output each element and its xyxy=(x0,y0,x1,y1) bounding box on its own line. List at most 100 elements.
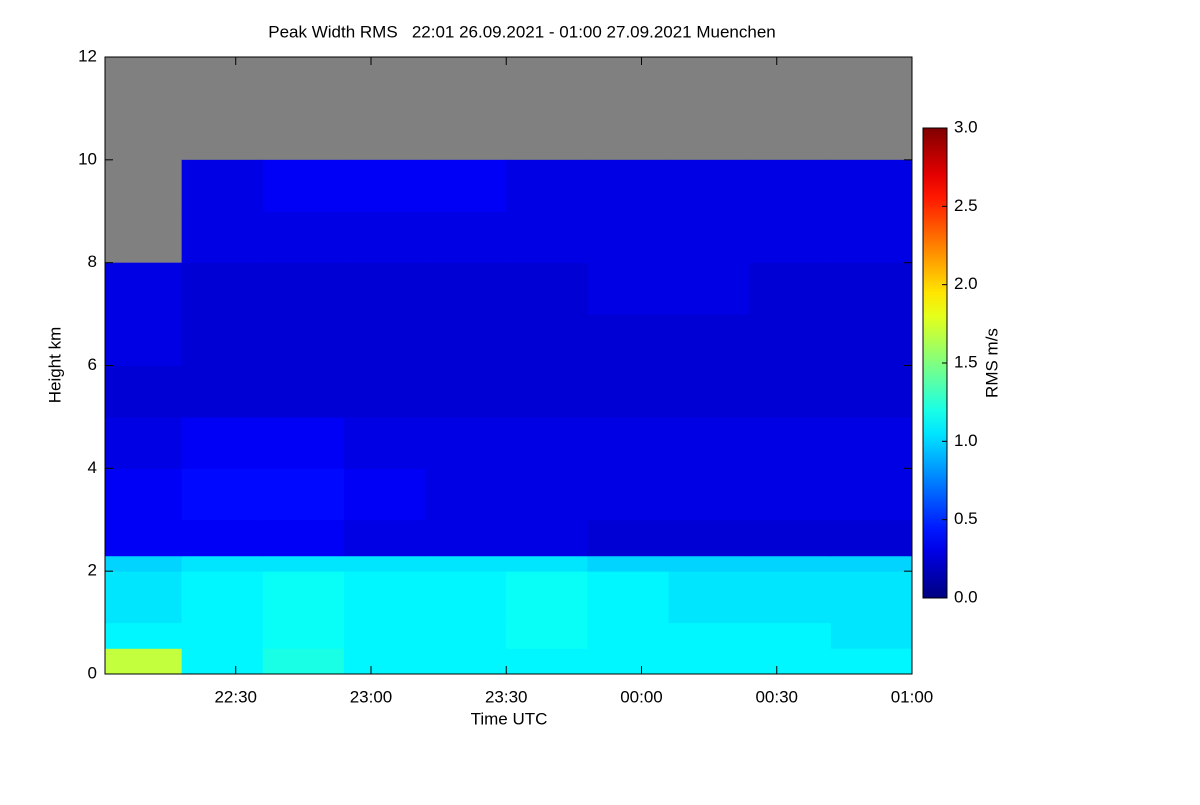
y-tick-label: 12 xyxy=(78,46,97,65)
heatmap-cell xyxy=(262,571,345,624)
heatmap-cell xyxy=(262,519,345,557)
heatmap-cell xyxy=(425,314,507,366)
heatmap-cell xyxy=(425,211,507,264)
heatmap-cell xyxy=(181,159,264,212)
heatmap-cell xyxy=(506,416,588,469)
heatmap-cell xyxy=(181,365,264,418)
heatmap-cell xyxy=(262,416,345,469)
heatmap-cell xyxy=(343,648,426,675)
heatmap-cell xyxy=(105,519,183,557)
y-tick-label: 2 xyxy=(88,561,97,580)
heatmap-cell xyxy=(830,468,913,521)
heatmap-cell xyxy=(830,262,913,315)
heatmap-cell xyxy=(506,314,588,366)
heatmap-cell xyxy=(262,622,345,649)
heatmap-cell xyxy=(343,571,426,624)
heatmap-cell xyxy=(506,365,588,418)
heatmap-cell xyxy=(587,555,670,572)
heatmap-cell xyxy=(830,314,913,366)
chart-title: Peak Width RMS 22:01 26.09.2021 - 01:00 … xyxy=(268,22,776,41)
heatmap-cell xyxy=(262,211,345,264)
heatmap-cell xyxy=(262,262,345,315)
heatmap-cell xyxy=(343,314,426,366)
heatmap-cell xyxy=(587,571,670,624)
heatmap-cell xyxy=(506,519,588,557)
y-tick-label: 0 xyxy=(88,663,97,682)
x-tick-label: 00:00 xyxy=(620,687,663,706)
heatmap-cell xyxy=(343,468,426,521)
heatmap-cell xyxy=(830,159,913,212)
heatmap-cell xyxy=(105,262,183,315)
heatmap-cell xyxy=(587,365,670,418)
heatmap-cell xyxy=(668,519,751,557)
colorbar-tick-label: 0.5 xyxy=(954,509,978,528)
heatmap-cell xyxy=(587,211,670,264)
heatmap-cell xyxy=(749,571,832,624)
colorbar-tick-label: 2.5 xyxy=(954,196,978,215)
heatmap-cell xyxy=(105,555,183,572)
heatmap-cell xyxy=(181,468,264,521)
heatmap-cell xyxy=(587,468,670,521)
heatmap-cell xyxy=(425,159,507,212)
colorbar-tick-label: 1.5 xyxy=(954,352,978,371)
heatmap-cell xyxy=(506,159,588,212)
heatmap-cell xyxy=(262,468,345,521)
heatmap-cell xyxy=(506,262,588,315)
heatmap-cell xyxy=(425,262,507,315)
heatmap-cell xyxy=(343,519,426,557)
heatmap-cell xyxy=(181,262,264,315)
heatmap-cell xyxy=(668,468,751,521)
heatmap-cell xyxy=(668,622,751,649)
heatmap-cell xyxy=(749,468,832,521)
heatmap-cell xyxy=(506,648,588,675)
heatmap-cell xyxy=(749,648,832,675)
heatmap-cell xyxy=(343,211,426,264)
heatmap-cell xyxy=(181,648,264,675)
heatmap-cell xyxy=(668,555,751,572)
heatmap-cell xyxy=(668,211,751,264)
heatmap-cell xyxy=(506,571,588,624)
heatmap-cell xyxy=(105,571,183,624)
heatmap-cell xyxy=(343,365,426,418)
heatmap-cell xyxy=(425,571,507,624)
colorbar-tick-label: 3.0 xyxy=(954,117,978,136)
heatmap-cell xyxy=(425,416,507,469)
heatmap-cell xyxy=(587,314,670,366)
heatmap-cell xyxy=(181,314,264,366)
heatmap-cell xyxy=(749,416,832,469)
heatmap-cell xyxy=(181,622,264,649)
heatmap-cell xyxy=(668,159,751,212)
heatmap-cell xyxy=(749,519,832,557)
x-tick-label: 23:00 xyxy=(350,687,393,706)
heatmap-cell xyxy=(587,416,670,469)
heatmap-cell xyxy=(262,365,345,418)
heatmap-cell xyxy=(830,648,913,675)
heatmap-cell xyxy=(425,519,507,557)
heatmap-cell xyxy=(425,365,507,418)
heatmap-cell xyxy=(506,211,588,264)
heatmap-cell xyxy=(105,468,183,521)
heatmap-cell xyxy=(830,571,913,624)
x-tick-label: 00:30 xyxy=(755,687,798,706)
heatmap-cell xyxy=(749,159,832,212)
heatmap-cell xyxy=(668,648,751,675)
heatmap-cell xyxy=(425,622,507,649)
colorbar-tick-label: 2.0 xyxy=(954,274,978,293)
heatmap-cell xyxy=(425,555,507,572)
heatmap-cell xyxy=(668,262,751,315)
heatmap-cell xyxy=(830,622,913,649)
y-tick-label: 6 xyxy=(88,355,97,374)
heatmap-cell xyxy=(506,468,588,521)
heatmap-cell xyxy=(181,416,264,469)
heatmap-cell xyxy=(343,555,426,572)
heatmap-cell xyxy=(830,365,913,418)
heatmap-cell xyxy=(830,555,913,572)
heatmap-cell xyxy=(181,555,264,572)
heatmap-cell xyxy=(587,648,670,675)
y-tick-label: 8 xyxy=(88,252,97,271)
colorbar-tick-label: 0.0 xyxy=(954,587,978,606)
colorbar-label: RMS m/s xyxy=(982,328,1001,398)
heatmap-cell xyxy=(425,468,507,521)
heatmap-cell xyxy=(587,622,670,649)
